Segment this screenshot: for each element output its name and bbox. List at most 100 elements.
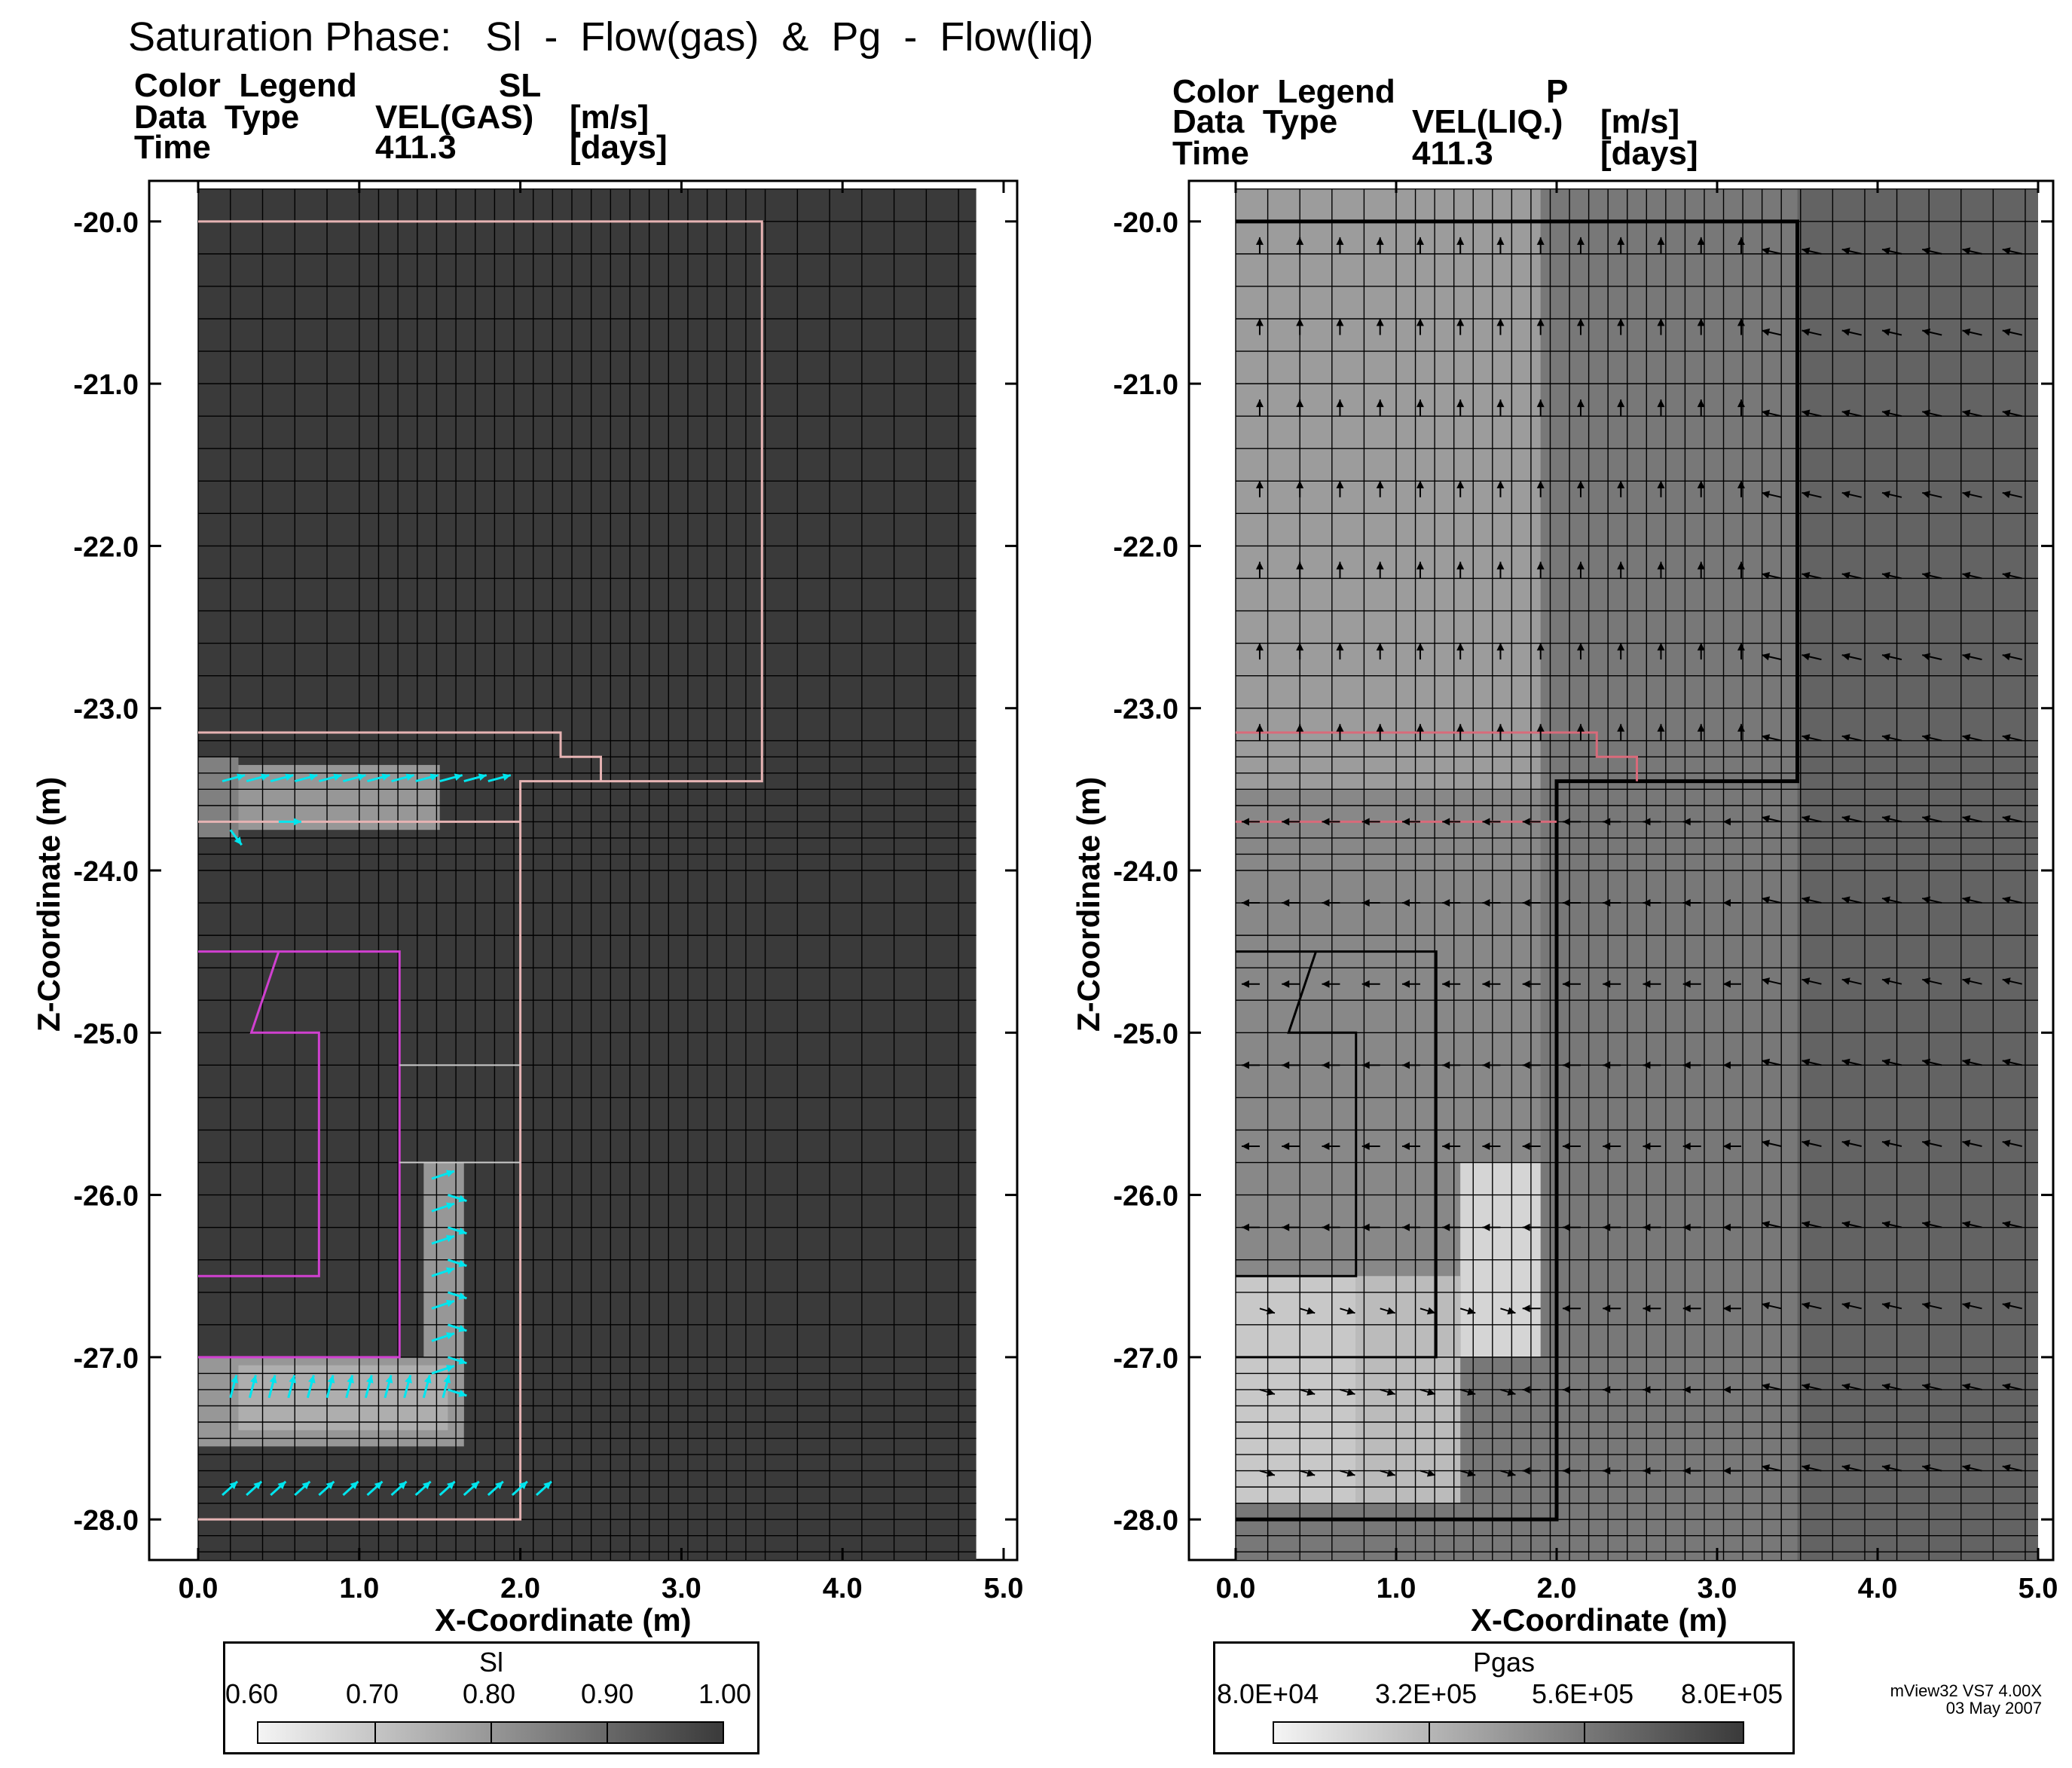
velocity-arrow	[1841, 491, 1850, 498]
velocity-arrow	[1841, 1302, 1850, 1310]
left-colorbar-tick: 1.00	[698, 1678, 752, 1709]
velocity-arrow	[422, 1481, 431, 1490]
velocity-arrow	[1761, 329, 1782, 336]
velocity-arrow	[1657, 237, 1665, 245]
velocity-arrow	[1922, 1139, 1931, 1148]
velocity-arrow	[1722, 1061, 1731, 1069]
velocity-arrow	[1456, 643, 1465, 651]
velocity-arrow	[1922, 247, 1931, 255]
velocity-arrow	[1376, 480, 1384, 488]
velocity-arrow	[1657, 561, 1665, 570]
velocity-arrow	[1962, 329, 1982, 336]
velocity-arrow	[1962, 815, 1971, 823]
plot-frame	[1187, 179, 2055, 1562]
velocity-arrow	[1346, 1469, 1355, 1477]
velocity-arrow	[1459, 1388, 1476, 1395]
field-region	[423, 1162, 464, 1422]
velocity-arrow	[1802, 573, 1822, 580]
velocity-arrow	[1962, 248, 1982, 255]
velocity-arrow	[458, 1325, 467, 1332]
velocity-arrow	[1962, 491, 1982, 498]
left-data-type-label: Data Type	[134, 99, 300, 136]
velocity-arrow	[1881, 409, 1890, 418]
velocity-arrow	[1802, 653, 1811, 661]
velocity-arrow	[1282, 1223, 1290, 1231]
velocity-arrow	[1522, 1223, 1530, 1231]
velocity-arrow	[1737, 318, 1745, 326]
velocity-arrow	[405, 1375, 412, 1384]
canister-outline	[198, 951, 320, 1277]
velocity-arrow	[1562, 1305, 1570, 1313]
velocity-arrow	[1386, 1307, 1395, 1315]
y-tick-label: -24.0	[73, 856, 139, 888]
x-tick-label: 1.0	[339, 1573, 379, 1604]
velocity-arrow	[1401, 1223, 1410, 1231]
left-colorbar-tick: 0.80	[463, 1678, 516, 1709]
velocity-arrow	[1657, 723, 1665, 732]
velocity-arrow	[439, 774, 463, 783]
velocity-arrow	[357, 773, 366, 781]
velocity-arrow	[1802, 816, 1822, 823]
velocity-arrow	[2002, 328, 2011, 336]
velocity-arrow	[1881, 328, 1890, 336]
velocity-arrow	[1881, 573, 1902, 580]
software-stamp-line2: 03 May 2007	[1945, 1699, 2042, 1718]
velocity-arrow	[2002, 1060, 2022, 1066]
velocity-arrow	[1241, 1223, 1249, 1231]
velocity-arrow	[2002, 1302, 2011, 1310]
velocity-arrow	[1536, 723, 1545, 732]
velocity-arrow	[1881, 896, 1890, 904]
left-color-legend-value: SL	[499, 67, 542, 104]
velocity-arrow	[1722, 980, 1731, 988]
velocity-arrow	[1962, 1302, 1971, 1310]
velocity-arrow	[2002, 248, 2022, 255]
velocity-arrow	[267, 1375, 277, 1399]
y-tick-label: -20.0	[1113, 207, 1178, 239]
velocity-arrow	[429, 773, 439, 781]
right-plot-group: -20.0 -21.0 -22.0 -23.0 -24.0 -25.0 -26.0 -27.0…	[1113, 179, 2058, 1604]
velocity-arrow	[1576, 480, 1585, 488]
velocity-arrow	[1841, 1141, 1862, 1147]
velocity-arrow	[2002, 654, 2022, 661]
velocity-arrow	[1802, 734, 1811, 742]
velocity-arrow	[1507, 1388, 1516, 1396]
velocity-arrow	[1697, 561, 1705, 570]
velocity-arrow	[2002, 1222, 2022, 1228]
velocity-arrow	[1962, 816, 1982, 823]
velocity-arrow	[1802, 977, 1811, 985]
velocity-arrow	[1841, 328, 1850, 336]
velocity-arrow	[447, 1291, 467, 1300]
velocity-arrow	[2002, 409, 2011, 418]
velocity-arrow	[1401, 818, 1410, 826]
velocity-arrow	[1922, 815, 1931, 823]
velocity-arrow	[445, 1170, 455, 1177]
x-tick-label: 0.0	[1216, 1573, 1256, 1604]
velocity-arrow	[447, 1356, 467, 1365]
velocity-arrow	[1643, 980, 1651, 988]
velocity-arrow	[1336, 723, 1344, 732]
velocity-arrow	[1881, 654, 1902, 661]
velocity-arrow	[1657, 318, 1665, 326]
velocity-arrow	[1576, 561, 1585, 570]
velocity-arrow	[1841, 1303, 1862, 1310]
velocity-arrow	[1737, 561, 1745, 570]
velocity-arrow	[1762, 1221, 1771, 1228]
velocity-arrow	[1643, 1467, 1651, 1475]
velocity-arrow	[1420, 1388, 1436, 1395]
velocity-arrow	[1603, 1142, 1611, 1150]
velocity-arrow	[1576, 237, 1585, 245]
right-data-type-label: Data Type	[1172, 103, 1338, 140]
velocity-arrow	[1386, 1469, 1395, 1477]
velocity-arrow	[1921, 816, 1942, 823]
velocity-arrow	[1296, 480, 1304, 488]
velocity-arrow	[1921, 1303, 1942, 1310]
velocity-arrow	[1266, 1307, 1275, 1315]
velocity-arrow	[1536, 561, 1545, 570]
velocity-arrow	[447, 1226, 467, 1235]
velocity-arrow	[1336, 237, 1344, 245]
velocity-arrow	[1456, 480, 1465, 488]
velocity-arrow	[2002, 329, 2022, 336]
velocity-arrow	[1962, 328, 1971, 336]
velocity-arrow	[1562, 980, 1570, 988]
